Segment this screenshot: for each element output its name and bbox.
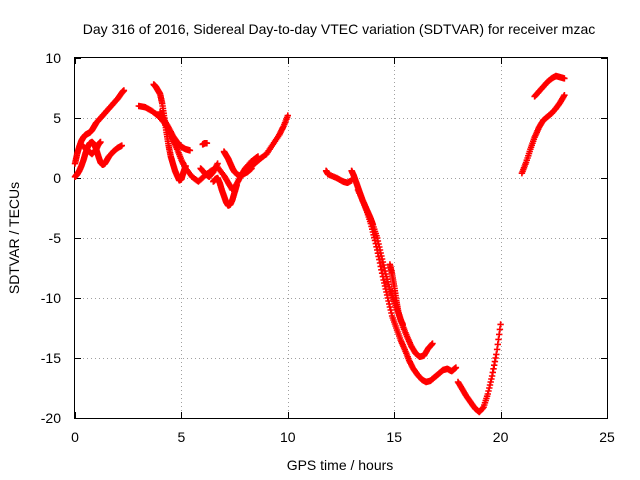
y-axis-label: SDTVAR / TECUs xyxy=(6,182,22,294)
data-point xyxy=(233,182,240,189)
series-h xyxy=(210,174,240,209)
data-point xyxy=(284,112,291,119)
data-point xyxy=(497,321,504,328)
series-c xyxy=(80,138,104,158)
series-g xyxy=(199,140,211,148)
y-tick-label: -10 xyxy=(41,290,61,306)
series-e xyxy=(150,81,189,184)
y-tick-label: -20 xyxy=(41,410,61,426)
y-tick-label: 0 xyxy=(53,170,61,186)
data-point xyxy=(186,147,194,154)
series-n xyxy=(354,186,460,386)
x-tick-label: 25 xyxy=(599,429,615,445)
chart-title: Day 316 of 2016, Sidereal Day-to-day VTE… xyxy=(83,21,596,37)
data-point xyxy=(386,303,394,311)
y-tick-label: -5 xyxy=(49,230,62,246)
x-tick-label: 0 xyxy=(71,429,79,445)
data-point xyxy=(561,75,568,82)
x-tick-label: 10 xyxy=(280,429,296,445)
data-point xyxy=(97,138,104,146)
data-point xyxy=(182,162,189,170)
x-axis-label: GPS time / hours xyxy=(287,457,394,473)
plot-frame xyxy=(74,57,608,419)
data-point xyxy=(452,364,460,371)
data-point xyxy=(561,92,568,99)
data-point xyxy=(493,351,500,358)
data-point xyxy=(118,142,125,149)
y-tick-label: 5 xyxy=(53,110,61,126)
series-o xyxy=(386,261,406,328)
data-point xyxy=(120,87,128,94)
data-point xyxy=(214,160,221,167)
x-tick-label: 15 xyxy=(386,429,402,445)
data-point xyxy=(399,321,406,328)
y-tick-label: 10 xyxy=(45,50,61,66)
series-a xyxy=(71,87,128,167)
series-q xyxy=(518,92,568,177)
series-i xyxy=(220,148,255,179)
series-d xyxy=(135,102,262,194)
axis-ticks: 0 5 10 15 20 25 -20 -15 -10 -5 0 5 10 xyxy=(41,50,615,445)
x-tick-label: 20 xyxy=(493,429,509,445)
series-k xyxy=(248,112,291,170)
y-tick-label: -15 xyxy=(41,350,61,366)
x-tick-label: 5 xyxy=(178,429,186,445)
series-r xyxy=(531,72,568,100)
series-p xyxy=(454,321,504,416)
data-series xyxy=(71,72,568,416)
data-point xyxy=(429,340,436,347)
data-point xyxy=(203,140,211,147)
series-f xyxy=(156,108,194,154)
series-j xyxy=(197,160,221,180)
